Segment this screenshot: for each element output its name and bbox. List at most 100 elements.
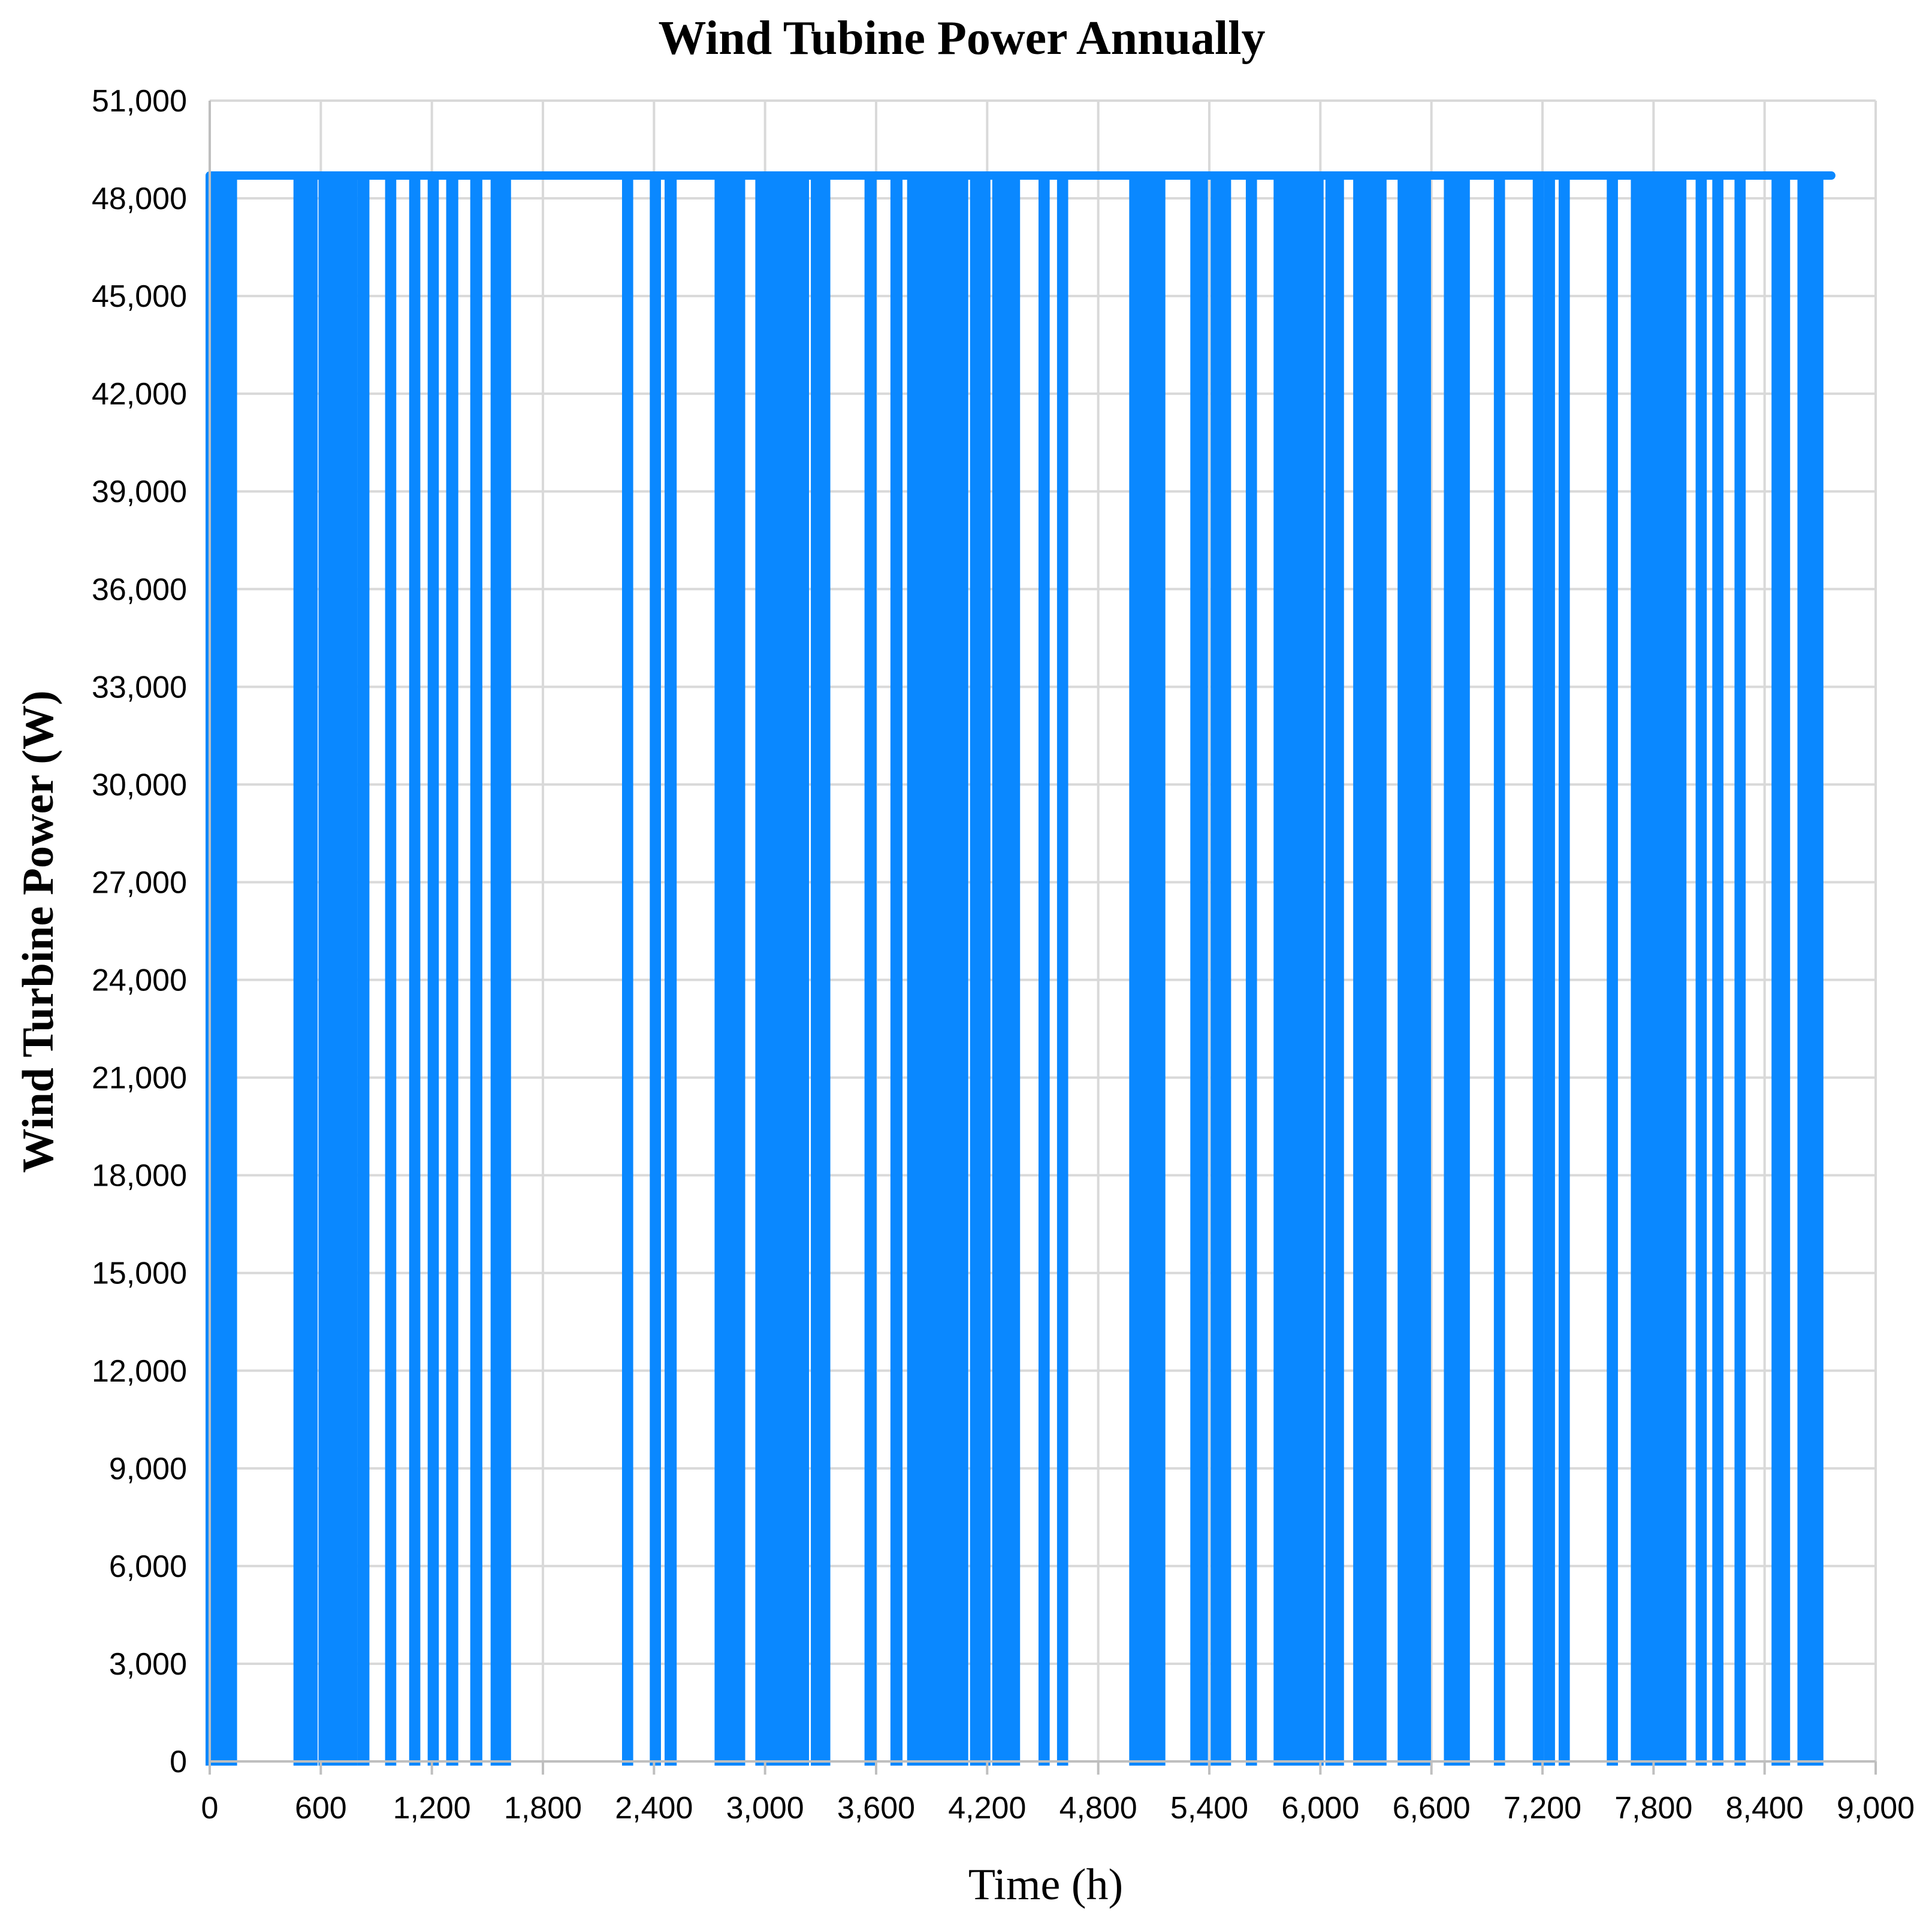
series-zero-drop	[1459, 176, 1470, 1766]
series-zero-drop	[944, 176, 956, 1766]
series-zero-drop	[811, 176, 823, 1766]
series-zero-drop	[1734, 176, 1746, 1766]
series-zero-drop	[346, 176, 358, 1766]
series-zero-drop	[1245, 176, 1257, 1766]
series-zero-drop	[1653, 176, 1665, 1766]
y-tick-label: 9,000	[109, 1452, 187, 1486]
series-zero-drop	[409, 176, 421, 1766]
series-zero-drop	[726, 176, 739, 1766]
series-zero-drop	[1420, 176, 1431, 1766]
x-tick-label: 600	[295, 1791, 347, 1826]
series-zero-drop	[1210, 176, 1222, 1766]
series-zero-drop	[650, 176, 661, 1766]
series-zero-drop	[864, 176, 877, 1766]
x-tick-label: 4,200	[948, 1791, 1026, 1826]
series-zero-drop	[1646, 176, 1657, 1766]
series-zero-drop	[992, 176, 1004, 1766]
series-zero-drop	[923, 176, 935, 1766]
series-zero-drop	[470, 176, 482, 1766]
series-zero-drop	[733, 176, 745, 1766]
series-zero-drop	[212, 176, 224, 1766]
y-tick-label: 45,000	[92, 279, 187, 314]
series-zero-drop	[1558, 176, 1570, 1766]
series-zero-drop	[1638, 176, 1650, 1766]
y-tick-label: 36,000	[92, 572, 187, 607]
x-tick-label: 1,200	[393, 1791, 471, 1826]
series-zero-drop	[1397, 176, 1409, 1766]
series-zero-drop	[1153, 176, 1166, 1766]
y-tick-label: 3,000	[109, 1647, 187, 1682]
series-zero-drop	[1039, 176, 1050, 1766]
y-tick-label: 15,000	[92, 1256, 187, 1291]
y-tick-label: 33,000	[92, 670, 187, 705]
y-tick-label: 42,000	[92, 377, 187, 412]
x-tick-label: 4,800	[1059, 1791, 1137, 1826]
x-tick-label: 6,000	[1281, 1791, 1359, 1826]
x-tick-label: 6,600	[1393, 1791, 1471, 1826]
series-zero-drop	[1660, 176, 1672, 1766]
series-zero-drop	[957, 176, 968, 1766]
y-tick-label: 39,000	[92, 475, 187, 509]
series-zero-drop	[1779, 176, 1791, 1766]
x-tick-label: 8,400	[1726, 1791, 1804, 1826]
x-tick-label: 7,200	[1504, 1791, 1581, 1826]
series-zero-drop	[1360, 176, 1372, 1766]
x-tick-label: 2,400	[615, 1791, 693, 1826]
y-tick-label: 12,000	[92, 1354, 187, 1389]
series-zero-drop	[1668, 176, 1679, 1766]
series-zero-drop	[490, 176, 503, 1766]
y-axis-title: Wind Turbine Power (W)	[14, 690, 63, 1172]
x-tick-label: 3,000	[726, 1791, 804, 1826]
series-zero-drop	[339, 176, 351, 1766]
series-zero-drop	[1444, 176, 1456, 1766]
series-zero-drop	[755, 176, 767, 1766]
x-axis-title: Time (h)	[968, 1860, 1123, 1909]
series-zero-drop	[1001, 176, 1014, 1766]
series-zero-drop	[385, 176, 397, 1766]
series-zero-drop	[916, 176, 928, 1766]
axis-layer	[209, 101, 1877, 1775]
series-zero-drop	[1353, 176, 1365, 1766]
series-zero-drop	[979, 176, 991, 1766]
series-zero-drop	[1797, 176, 1809, 1766]
y-tick-label: 0	[170, 1745, 187, 1779]
series-zero-drop	[427, 176, 439, 1766]
series-zero-drop	[1771, 176, 1783, 1766]
series-zero-drop	[225, 176, 237, 1766]
series-zero-drop	[1375, 176, 1387, 1766]
series-zero-drop	[306, 176, 318, 1766]
tick-layer: 0 3,000 6,000 9,000 12,000 15,000 18,000 21,000…	[92, 84, 1915, 1826]
series-zero-drop	[446, 176, 458, 1766]
x-tick-label: 1,800	[504, 1791, 582, 1826]
series-zero-drop	[331, 176, 344, 1766]
series-zero-drop	[1631, 176, 1643, 1766]
series-zero-drop	[779, 176, 791, 1766]
series-zero-drop	[970, 176, 982, 1766]
series-zero-drop	[1146, 176, 1157, 1766]
series-zero-drop	[1675, 176, 1687, 1766]
series-layer	[206, 171, 1836, 1766]
y-tick-label: 21,000	[92, 1061, 187, 1096]
series-zero-drop	[907, 176, 919, 1766]
series-zero-drop	[1812, 176, 1824, 1766]
y-tick-label: 18,000	[92, 1159, 187, 1193]
series-zero-drop	[1451, 176, 1463, 1766]
series-zero-drop	[1695, 176, 1707, 1766]
x-tick-label: 9,000	[1837, 1791, 1915, 1826]
series-zero-drop	[1219, 176, 1231, 1766]
y-tick-label: 51,000	[92, 84, 187, 119]
series-zero-drop	[1136, 176, 1148, 1766]
chart-title: Wind Tubine Power Annually	[658, 12, 1265, 65]
series-zero-drop	[1312, 176, 1324, 1766]
series-zero-drop	[890, 176, 903, 1766]
series-zero-drop	[1056, 176, 1068, 1766]
series-zero-drop	[1412, 176, 1424, 1766]
series-zero-drop	[1333, 176, 1344, 1766]
series-zero-drop	[818, 176, 831, 1766]
y-tick-label: 6,000	[109, 1549, 187, 1584]
x-tick-label: 7,800	[1614, 1791, 1692, 1826]
series-zero-drop	[1544, 176, 1555, 1766]
y-tick-label: 24,000	[92, 963, 187, 998]
